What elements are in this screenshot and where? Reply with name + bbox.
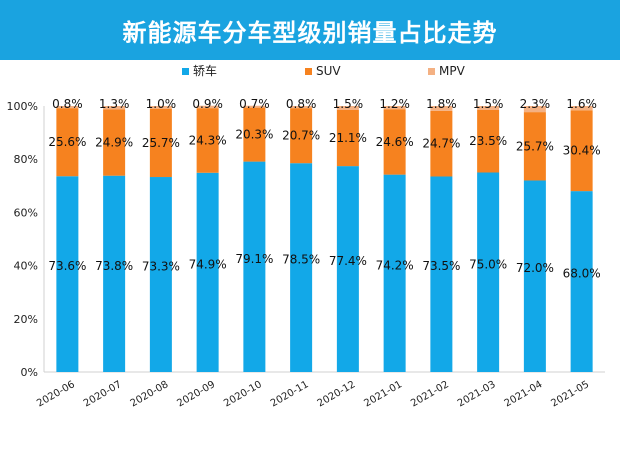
data-label-sedan: 68.0% [563,267,601,281]
bar-segment-mpv [290,106,313,109]
data-label-sedan: 73.8% [95,259,133,273]
x-tick-label: 2021-02 [409,379,451,409]
legend-swatch-1 [305,68,312,75]
bar-segment-mpv [243,105,266,108]
data-label-mpv: 0.8% [286,97,317,111]
bar-segment-mpv [336,106,359,110]
data-label-mpv: 0.9% [192,97,223,111]
legend-swatch-2 [428,68,435,75]
bar-segment-suv [383,109,406,175]
data-label-sedan: 75.0% [469,257,507,271]
data-label-sedan: 74.9% [189,257,227,271]
bar-segment-suv [243,107,266,162]
x-tick-label: 2020-12 [316,379,358,409]
bar-segment-sedan [430,176,453,372]
x-tick-label: 2020-08 [129,379,171,409]
data-label-sedan: 73.3% [142,260,180,274]
data-label-sedan: 72.0% [516,261,554,275]
data-label-suv: 24.7% [422,137,460,151]
x-tick-label: 2020-07 [82,379,124,409]
data-label-mpv: 0.8% [52,97,83,111]
bar-segment-suv [430,110,453,177]
bar-segment-suv [570,110,593,192]
data-label-suv: 25.7% [142,136,180,150]
data-label-mpv: 1.2% [379,97,410,111]
bar-segment-sedan [149,177,172,372]
data-label-mpv: 1.3% [99,97,130,111]
bar-segment-mpv [570,106,593,111]
bar-segment-suv [196,108,219,173]
bar-segment-sedan [383,174,406,372]
bar-segment-mpv [383,106,406,110]
data-label-sedan: 78.5% [282,253,320,267]
bar-segment-sedan [336,166,359,372]
data-label-suv: 20.3% [235,128,273,142]
x-tick-label: 2020-11 [269,379,311,409]
data-label-mpv: 1.8% [426,97,457,111]
bar-segment-mpv [103,106,126,110]
data-label-suv: 30.4% [563,144,601,158]
data-label-suv: 25.7% [516,139,554,153]
x-tick-label: 2021-03 [456,379,498,409]
data-label-sedan: 79.1% [235,252,273,266]
bar-segment-mpv [523,106,546,113]
bar-segment-mpv [149,106,172,109]
bar-segment-sedan [570,191,593,372]
y-tick-label: 80% [14,153,38,166]
legend-label-0: 轿车 [193,63,217,78]
bar-segment-sedan [56,176,79,372]
x-tick-label: 2021-01 [362,379,404,409]
bar-segment-mpv [196,105,219,109]
data-label-suv: 23.5% [469,134,507,148]
data-label-suv: 24.3% [189,133,227,147]
y-tick-label: 40% [14,260,38,273]
legend-label-1: SUV [316,64,341,78]
bar-segment-suv [336,109,359,167]
bar-segment-mpv [56,106,79,109]
data-label-sedan: 74.2% [376,258,414,272]
y-tick-label: 20% [14,313,38,326]
data-label-mpv: 2.3% [520,97,551,111]
x-tick-label: 2020-10 [222,379,264,409]
x-tick-label: 2020-09 [175,379,217,409]
data-label-suv: 20.7% [282,129,320,143]
y-tick-label: 0% [21,366,38,379]
bar-segment-suv [149,108,172,178]
data-label-mpv: 0.7% [239,97,270,111]
data-label-sedan: 73.5% [422,259,460,273]
data-label-mpv: 1.0% [146,97,177,111]
data-label-suv: 21.1% [329,131,367,145]
y-tick-label: 60% [14,206,38,219]
x-tick-label: 2020-06 [35,379,77,409]
chart-title: 新能源车分车型级别销量占比走势 [122,18,498,47]
bar-segment-sedan [103,175,126,372]
bar-segment-suv [477,109,500,173]
x-tick-label: 2021-04 [503,379,545,409]
y-tick-label: 100% [7,100,38,113]
legend-swatch-0 [182,68,189,75]
bar-segment-suv [290,108,313,164]
bar-segment-mpv [477,106,500,110]
bar-segment-suv [523,112,546,181]
bar-segment-sedan [196,172,219,372]
legend-label-2: MPV [439,64,466,78]
bar-segment-suv [56,108,79,177]
bar-segment-mpv [430,106,453,111]
bar-segment-sedan [477,172,500,372]
bar-segment-sedan [523,180,546,372]
data-label-mpv: 1.6% [566,97,597,111]
data-label-sedan: 73.6% [48,259,86,273]
chart-title-bar: 新能源车分车型级别销量占比走势 [0,0,620,60]
data-label-mpv: 1.5% [473,97,504,111]
bar-segment-suv [103,109,126,176]
bar-segment-sedan [243,161,266,372]
data-label-suv: 24.6% [376,135,414,149]
x-tick-label: 2021-05 [549,379,591,409]
data-label-suv: 24.9% [95,136,133,150]
data-label-suv: 25.6% [48,135,86,149]
bar-segment-sedan [290,163,313,372]
data-label-mpv: 1.5% [333,97,364,111]
data-label-sedan: 77.4% [329,254,367,268]
